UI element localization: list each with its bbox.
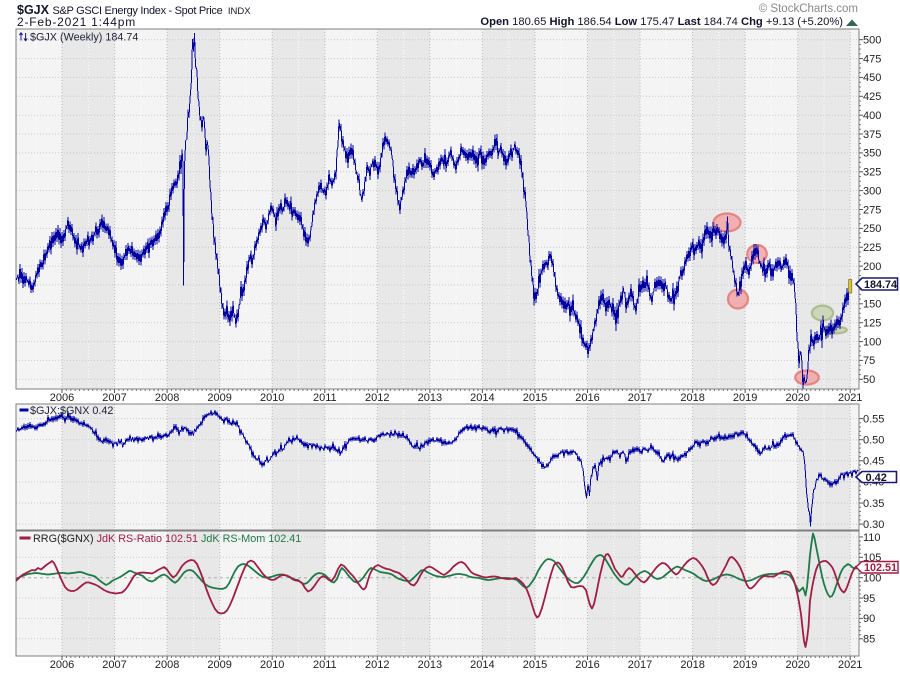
svg-text:0.30: 0.30: [863, 519, 884, 531]
svg-text:0.55: 0.55: [863, 413, 884, 425]
svg-text:102.51: 102.51: [864, 562, 897, 574]
svg-text:2018: 2018: [680, 659, 704, 671]
svg-text:2006: 2006: [50, 659, 74, 671]
svg-text:275: 275: [863, 204, 881, 216]
svg-text:2019: 2019: [733, 659, 757, 671]
svg-text:2008: 2008: [155, 392, 179, 404]
svg-text:110: 110: [863, 532, 881, 544]
svg-text:2010: 2010: [260, 392, 284, 404]
svg-text:$GJX:$GNX 0.42: $GJX:$GNX 0.42: [30, 405, 113, 417]
svg-text:2-Feb-2021 1:44pm: 2-Feb-2021 1:44pm: [17, 15, 136, 29]
svg-text:2020: 2020: [785, 392, 809, 404]
svg-text:2016: 2016: [575, 392, 599, 404]
svg-text:300: 300: [863, 185, 881, 197]
svg-text:2007: 2007: [102, 659, 126, 671]
svg-text:2011: 2011: [313, 659, 337, 671]
svg-text:2017: 2017: [628, 392, 652, 404]
svg-text:RRG($GNX) JdK RS-Ratio 102.51: RRG($GNX) JdK RS-Ratio 102.51 JdK RS-Mom…: [33, 533, 301, 545]
svg-text:2013: 2013: [418, 392, 442, 404]
svg-text:2021: 2021: [838, 392, 862, 404]
svg-text:2013: 2013: [418, 659, 442, 671]
svg-text:2012: 2012: [365, 659, 389, 671]
svg-text:0.42: 0.42: [866, 472, 887, 484]
svg-text:100: 100: [863, 336, 881, 348]
svg-text:2009: 2009: [207, 659, 231, 671]
svg-text:2006: 2006: [50, 392, 74, 404]
svg-text:2018: 2018: [680, 392, 704, 404]
svg-text:$GJX (Weekly) 184.74: $GJX (Weekly) 184.74: [30, 32, 138, 44]
svg-text:375: 375: [863, 129, 881, 141]
svg-text:2010: 2010: [260, 659, 284, 671]
svg-text:© StockCharts.com: © StockCharts.com: [759, 3, 858, 15]
svg-text:125: 125: [863, 318, 881, 330]
svg-text:Open 180.65 High 186.54 Low 17: Open 180.65 High 186.54 Low 175.47 Last …: [480, 16, 843, 28]
svg-text:2007: 2007: [102, 392, 126, 404]
svg-text:2011: 2011: [313, 392, 337, 404]
svg-text:2009: 2009: [207, 392, 231, 404]
svg-text:2014: 2014: [470, 392, 494, 404]
svg-text:75: 75: [863, 355, 875, 367]
svg-text:325: 325: [863, 167, 881, 179]
svg-text:2014: 2014: [470, 659, 494, 671]
svg-text:2015: 2015: [523, 392, 547, 404]
svg-text:150: 150: [863, 299, 881, 311]
svg-text:250: 250: [863, 223, 881, 235]
svg-text:350: 350: [863, 148, 881, 160]
svg-text:2008: 2008: [155, 659, 179, 671]
svg-text:0.45: 0.45: [863, 456, 884, 468]
svg-text:100: 100: [863, 573, 881, 585]
svg-text:2017: 2017: [628, 659, 652, 671]
svg-text:2021: 2021: [838, 659, 862, 671]
svg-text:2019: 2019: [733, 392, 757, 404]
svg-text:2012: 2012: [365, 392, 389, 404]
svg-text:50: 50: [863, 374, 875, 386]
svg-text:225: 225: [863, 242, 881, 254]
svg-text:475: 475: [863, 53, 881, 65]
svg-text:$GJX S&P GSCI Energy Index - S: $GJX S&P GSCI Energy Index - Spot Price …: [17, 3, 251, 17]
svg-text:2016: 2016: [575, 659, 599, 671]
svg-text:500: 500: [863, 35, 881, 47]
svg-text:90: 90: [863, 613, 875, 625]
svg-text:2020: 2020: [785, 659, 809, 671]
svg-text:0.50: 0.50: [863, 435, 884, 447]
svg-text:200: 200: [863, 261, 881, 273]
svg-text:400: 400: [863, 110, 881, 122]
svg-text:85: 85: [863, 634, 875, 646]
svg-text:184.74: 184.74: [864, 279, 897, 291]
svg-text:0.35: 0.35: [863, 498, 884, 510]
svg-text:450: 450: [863, 72, 881, 84]
svg-text:2015: 2015: [523, 659, 547, 671]
svg-text:425: 425: [863, 91, 881, 103]
svg-text:95: 95: [863, 593, 875, 605]
